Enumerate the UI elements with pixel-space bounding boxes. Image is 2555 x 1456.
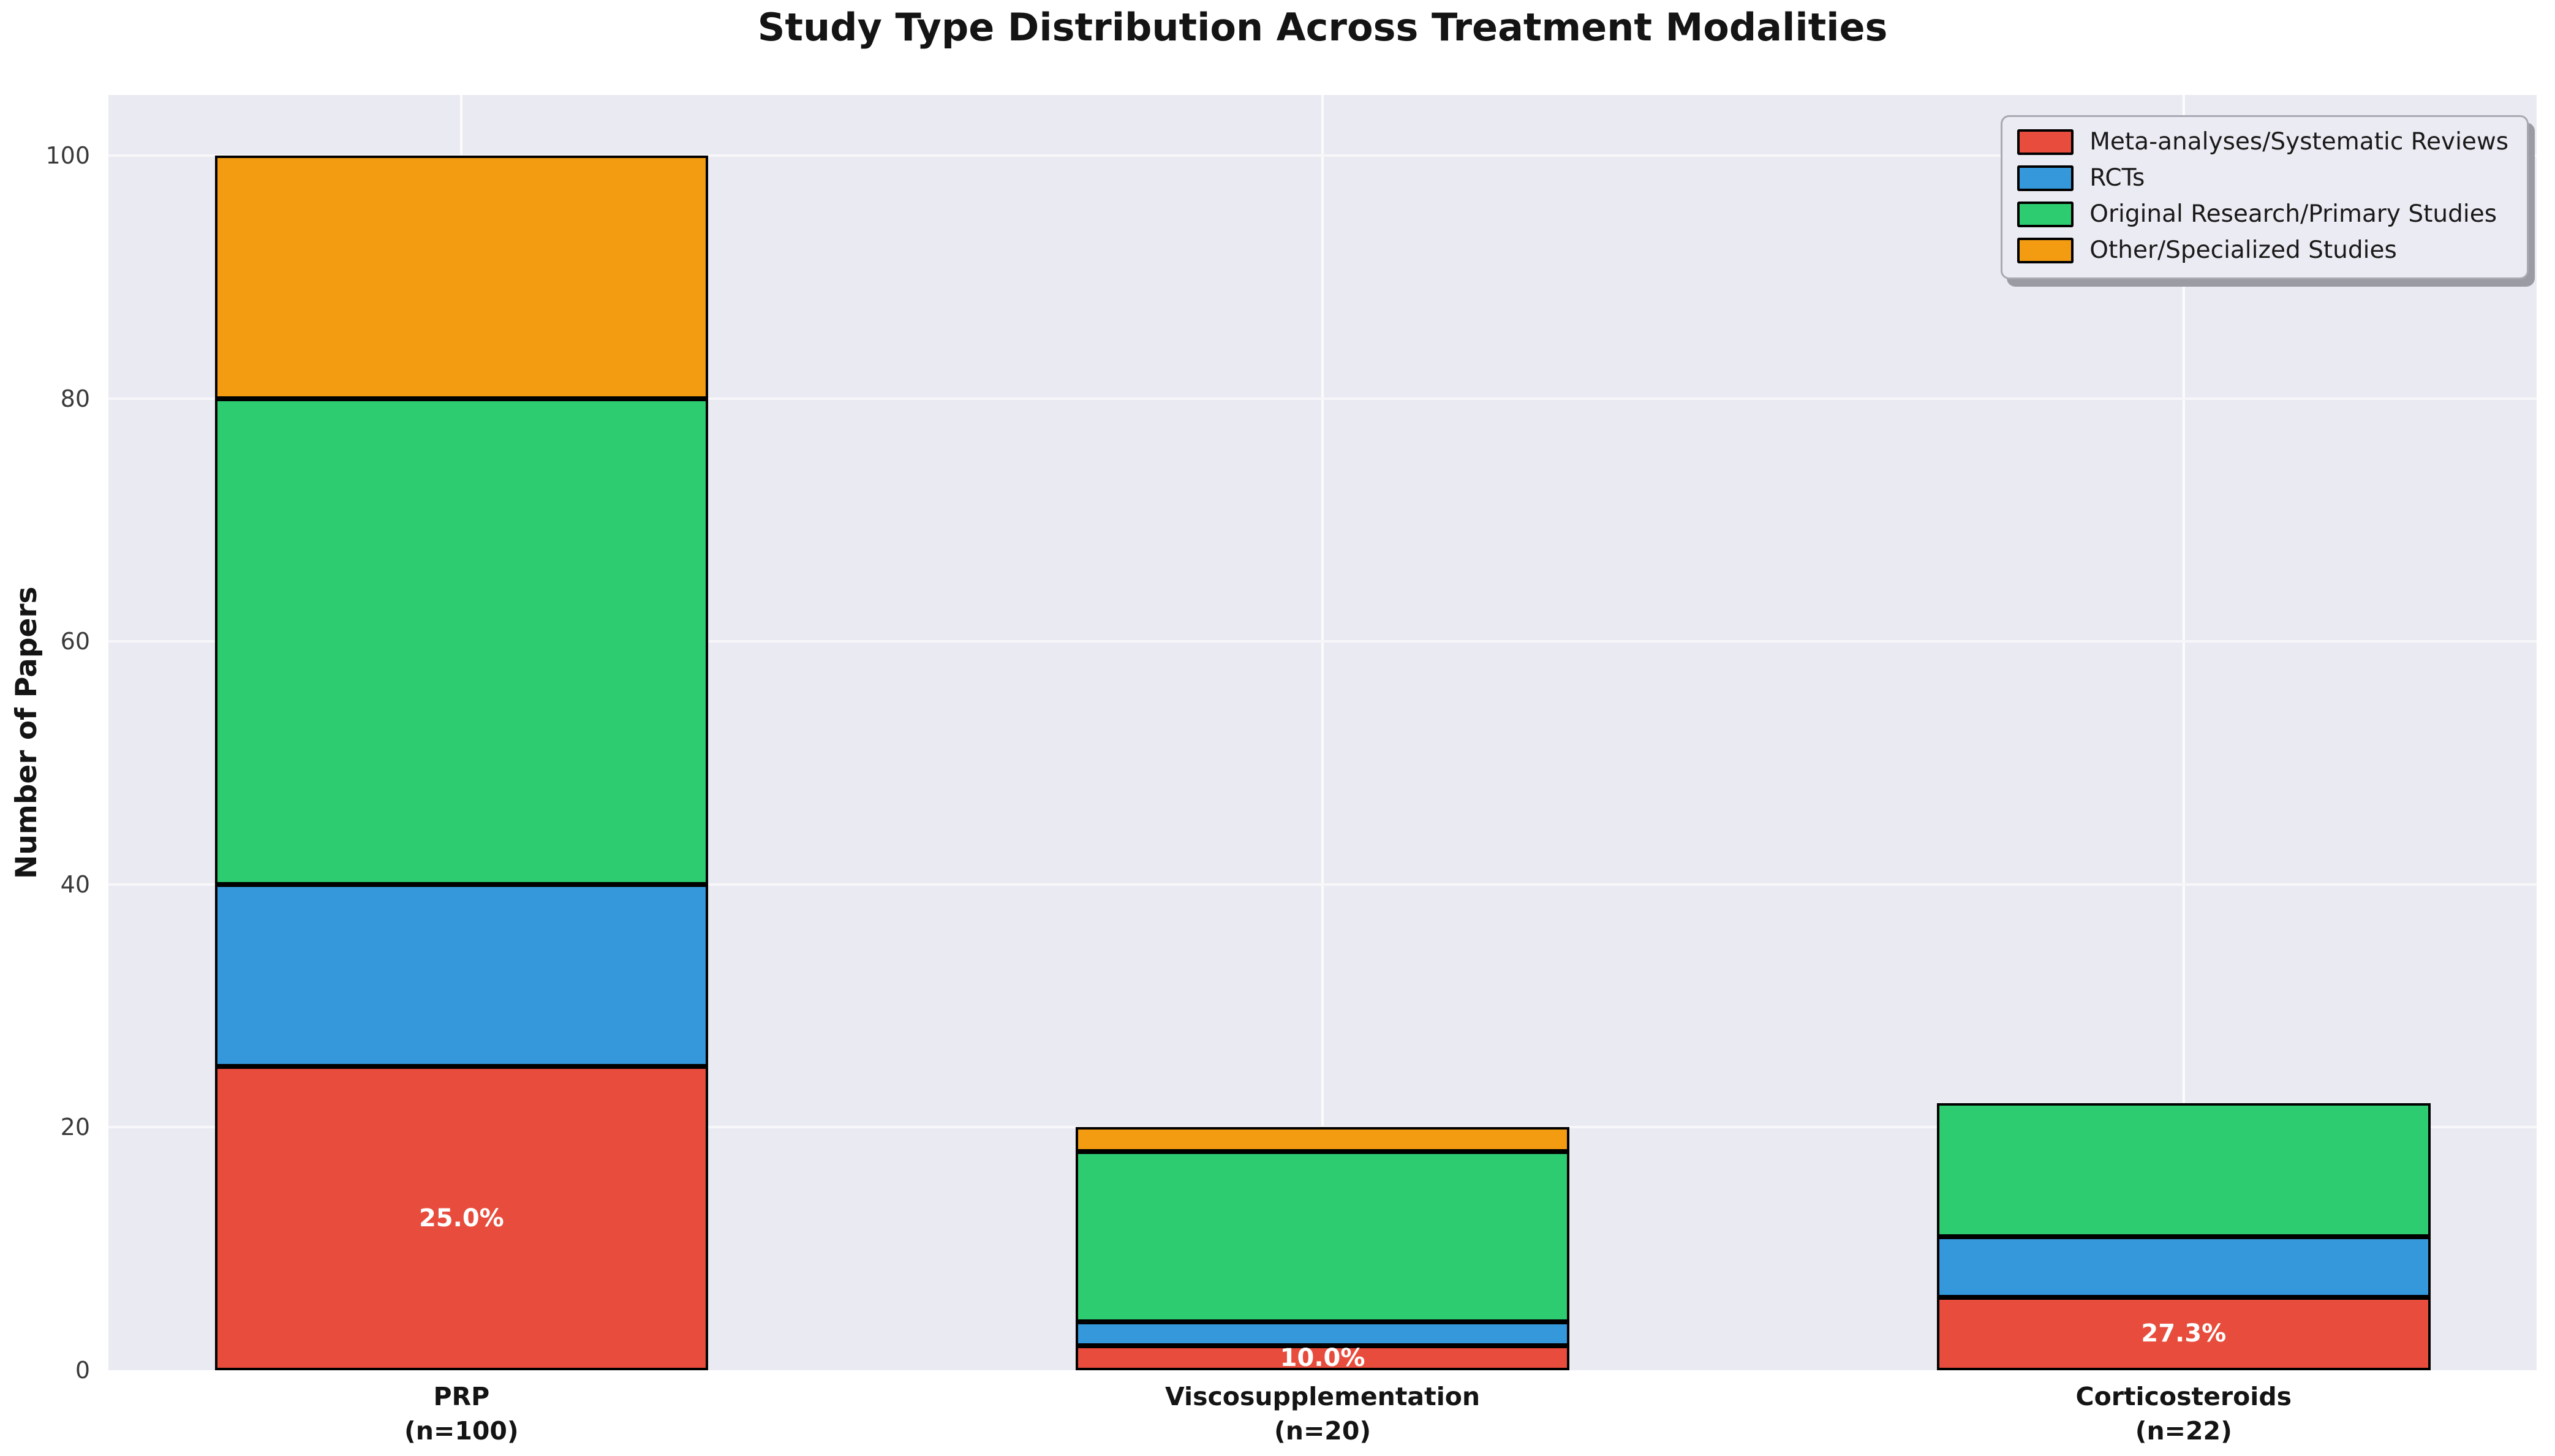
legend-swatch: [2017, 238, 2074, 264]
x-tick-label-line2: (n=20): [1274, 1416, 1372, 1446]
x-tick-label-line2: (n=100): [404, 1416, 519, 1446]
legend-swatch: [2017, 165, 2074, 192]
legend-swatch: [2017, 129, 2074, 156]
plot-area: 25.0% 10.0% 27.3% Meta-analyses/Systematic…: [108, 94, 2537, 1370]
legend-label: RCTs: [2089, 164, 2145, 192]
legend-label: Original Research/Primary Studies: [2089, 200, 2497, 228]
y-tick-label-100: 100: [45, 142, 90, 170]
x-tick-label-line1: PRP: [433, 1381, 490, 1411]
bar-segment: [1076, 1127, 1569, 1152]
bar-segment: [1937, 1297, 2431, 1370]
legend: Meta-analyses/Systematic Reviews RCTs Orig…: [2001, 115, 2529, 279]
bar-segment: [1937, 1236, 2431, 1297]
y-tick-label-40: 40: [60, 870, 90, 898]
bar-segment: [1937, 1103, 2431, 1237]
y-tick-label-80: 80: [60, 385, 90, 412]
bar-percentage-label: 27.3%: [2141, 1319, 2227, 1348]
gridline-y-40: [108, 883, 2537, 886]
legend-item: Original Research/Primary Studies: [2017, 200, 2508, 228]
bar-segment: [214, 398, 709, 885]
legend-label: Meta-analyses/Systematic Reviews: [2089, 127, 2509, 156]
bar-percentage-label: 10.0%: [1280, 1344, 1365, 1373]
legend-swatch: [2017, 202, 2074, 228]
gridline-y-60: [108, 640, 2537, 643]
bar-percentage-label: 25.0%: [418, 1204, 504, 1233]
bar-segment: [1076, 1321, 1569, 1346]
bar-PRP: 25.0%: [214, 95, 709, 1370]
bar-segment: [1076, 1152, 1569, 1322]
gridline-x-Viscosupplementation: [1321, 94, 1324, 1370]
gridline-y-100: [108, 154, 2537, 157]
x-tick-label-line2: (n=22): [2135, 1416, 2232, 1446]
legend-item: RCTs: [2017, 165, 2508, 192]
bar-segment: [1076, 1346, 1569, 1370]
y-tick-label-0: 0: [75, 1356, 90, 1384]
y-tick-label-60: 60: [60, 628, 90, 655]
bar-segment: [214, 1066, 709, 1370]
bar-segment: [214, 884, 709, 1067]
x-tick-label-Corticosteroids: Corticosteroids (n=22): [2075, 1380, 2292, 1449]
bar-Viscosupplementation: 10.0%: [1076, 95, 1569, 1370]
x-tick-label-PRP: PRP (n=100): [404, 1380, 519, 1449]
x-tick-label-Viscosupplementation: Viscosupplementation (n=20): [1165, 1380, 1480, 1449]
legend-item: Meta-analyses/Systematic Reviews: [2017, 129, 2508, 156]
chart-title: Study Type Distribution Across Treatment…: [757, 5, 1888, 50]
bar-segment: [214, 156, 709, 399]
bar-Corticosteroids: 27.3%: [1937, 95, 2431, 1370]
x-tick-label-line1: Viscosupplementation: [1165, 1381, 1481, 1411]
y-tick-label-20: 20: [60, 1114, 90, 1141]
gridline-y-80: [108, 397, 2537, 400]
x-tick-label-line1: Corticosteroids: [2075, 1381, 2292, 1411]
gridline-x-Corticosteroids: [2182, 94, 2185, 1370]
y-tick-labels: 0 20 40 60 80 100: [0, 95, 90, 1382]
legend-label: Other/Specialized Studies: [2089, 236, 2397, 264]
legend-item: Other/Specialized Studies: [2017, 236, 2508, 264]
x-tick-labels: PRP (n=100) Viscosupplementation (n=20) Cort…: [108, 1370, 2537, 1456]
